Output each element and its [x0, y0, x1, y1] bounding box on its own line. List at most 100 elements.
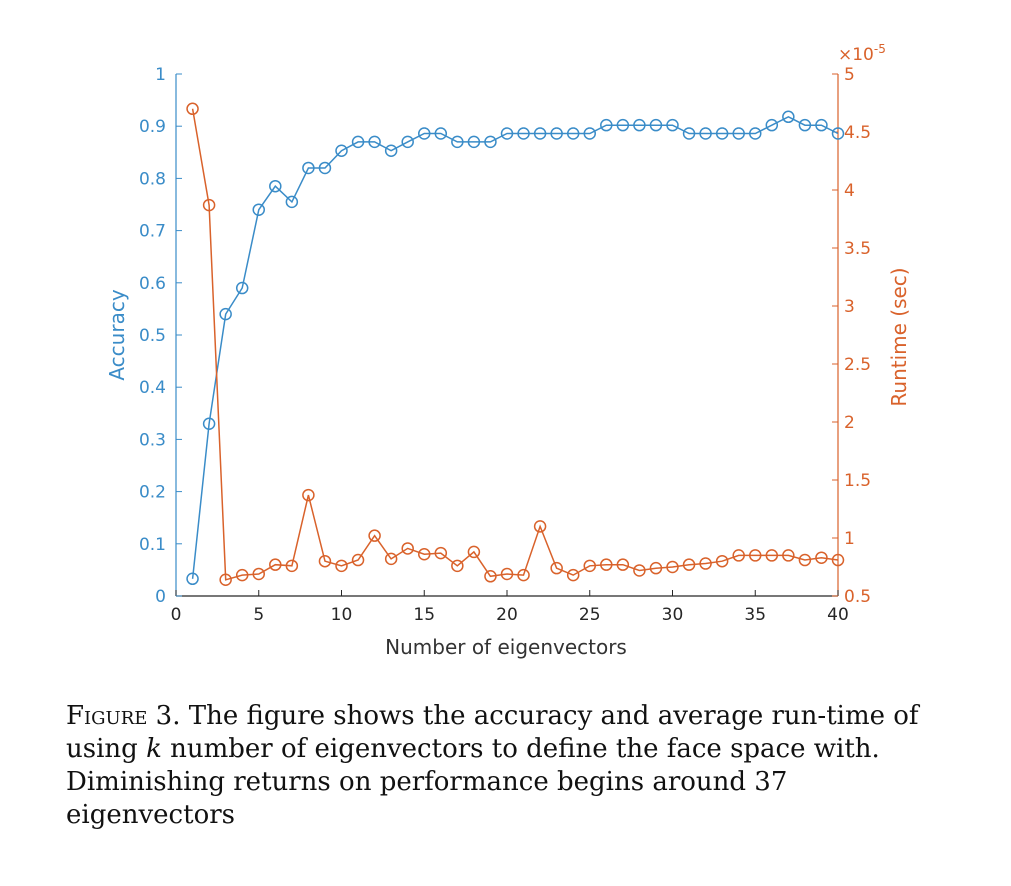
runtime-data-point	[649, 561, 663, 575]
left-axis-title: Accuracy	[105, 289, 129, 380]
runtime-data-point	[699, 557, 712, 570]
accuracy-data-point	[186, 572, 199, 586]
accuracy-data-point	[517, 127, 530, 140]
left-tick-label: 0.6	[139, 274, 166, 294]
accuracy-data-point	[202, 417, 216, 430]
x-tick-label: 20	[496, 605, 518, 625]
accuracy-data-point	[831, 127, 845, 140]
runtime-data-point	[533, 520, 547, 533]
runtime-data-point	[550, 561, 563, 575]
series-layer	[186, 102, 845, 587]
accuracy-data-point	[798, 118, 812, 132]
left-tick-label: 1	[155, 65, 166, 85]
right-tick-label: 0.5	[844, 587, 871, 607]
right-tick-label: 3.5	[844, 239, 871, 259]
accuracy-series-line	[191, 115, 839, 579]
runtime-data-point	[451, 559, 464, 573]
accuracy-data-point	[583, 127, 596, 140]
runtime-series-line	[191, 108, 839, 581]
runtime-data-point	[616, 558, 630, 571]
runtime-data-point	[235, 568, 249, 582]
runtime-data-point	[798, 553, 812, 567]
accuracy-data-point	[633, 118, 646, 132]
runtime-data-point	[285, 559, 299, 573]
accuracy-data-point	[368, 135, 381, 149]
accuracy-data-point	[616, 118, 630, 132]
runtime-data-point	[351, 553, 365, 567]
right-tick-label: 5	[844, 65, 855, 85]
accuracy-data-point	[500, 127, 514, 140]
caption-text-1: The figure shows the accuracy and averag…	[66, 701, 919, 764]
multiplier-base: ×10	[838, 45, 874, 65]
dual-axis-line-chart: 0 5 10 15 20 25 30 35 4000.10.20.30.40.50.60.70.…	[105, 42, 911, 659]
accuracy-data-point	[715, 127, 729, 140]
runtime-data-point	[815, 551, 828, 564]
runtime-data-point	[682, 558, 696, 571]
runtime-data-point	[583, 559, 596, 573]
left-tick-label: 0	[155, 587, 166, 607]
runtime-data-point	[368, 529, 381, 542]
runtime-data-point	[318, 554, 332, 568]
accuracy-data-point	[235, 281, 249, 295]
accuracy-data-point	[682, 127, 696, 140]
left-tick-label: 0.1	[139, 535, 166, 555]
right-tick-label: 4.5	[844, 123, 871, 143]
runtime-data-point	[500, 567, 514, 581]
x-axis-title: Number of eigenvectors	[385, 635, 627, 659]
runtime-data-point	[484, 570, 497, 583]
runtime-data-point	[732, 549, 745, 562]
accuracy-data-point	[335, 144, 348, 157]
x-tick-label: 5	[253, 605, 264, 625]
accuracy-data-point	[533, 127, 547, 140]
runtime-data-point	[765, 549, 779, 562]
runtime-data-point	[302, 488, 315, 502]
accuracy-data-point	[434, 127, 448, 140]
runtime-data-point	[749, 549, 762, 562]
x-tick-label: 15	[413, 605, 435, 625]
runtime-data-point	[434, 546, 448, 560]
accuracy-data-point	[318, 161, 332, 175]
x-tick-label: 10	[331, 605, 353, 625]
accuracy-data-point	[600, 118, 613, 132]
accuracy-data-point	[285, 195, 299, 209]
runtime-data-point	[252, 567, 265, 581]
accuracy-data-point	[815, 118, 828, 132]
x-tick-label: 35	[744, 605, 766, 625]
accuracy-data-point	[351, 135, 365, 149]
left-tick-label: 0.8	[139, 169, 166, 189]
multiplier-exponent: -5	[874, 42, 886, 56]
runtime-data-point	[600, 558, 613, 571]
accuracy-data-point	[566, 127, 580, 140]
right-tick-label: 2.5	[844, 355, 871, 375]
accuracy-data-point	[649, 118, 663, 132]
left-tick-label: 0.9	[139, 117, 166, 137]
accuracy-data-point	[782, 110, 795, 124]
left-tick-label: 0.2	[139, 483, 166, 503]
accuracy-data-point	[732, 127, 745, 140]
runtime-data-point	[401, 542, 414, 555]
runtime-data-point	[782, 549, 795, 562]
accuracy-data-point	[269, 179, 282, 193]
accuracy-data-point	[484, 135, 497, 149]
runtime-data-point	[715, 554, 729, 568]
right-tick-label: 2	[844, 413, 855, 433]
accuracy-data-point	[302, 161, 315, 175]
runtime-data-point	[666, 560, 679, 574]
accuracy-data-point	[252, 203, 265, 216]
runtime-data-point	[831, 553, 845, 567]
runtime-data-point	[633, 564, 646, 577]
accuracy-data-point	[451, 135, 464, 149]
axes: 0 5 10 15 20 25 30 35 4000.10.20.30.40.50.60.70.…	[139, 65, 871, 625]
accuracy-data-point	[467, 135, 481, 149]
accuracy-data-point	[384, 144, 398, 157]
right-tick-label: 4	[844, 181, 855, 201]
runtime-data-point	[384, 552, 398, 566]
accuracy-data-point	[418, 127, 431, 140]
runtime-data-point	[219, 573, 232, 587]
accuracy-data-point	[666, 118, 679, 132]
left-tick-label: 0.7	[139, 222, 166, 242]
right-axis-multiplier: ×10-5	[838, 42, 886, 65]
runtime-data-point	[186, 102, 199, 116]
accuracy-data-point	[219, 307, 232, 321]
accuracy-data-point	[401, 135, 414, 149]
